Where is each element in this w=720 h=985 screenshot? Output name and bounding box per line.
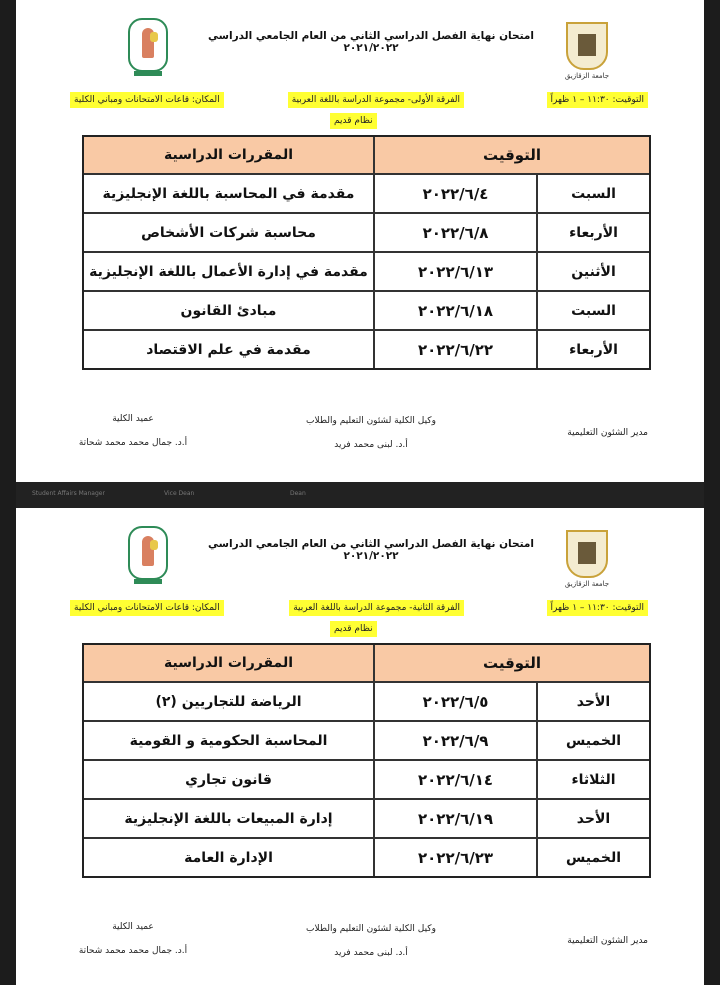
date-cell: ٢٠٢٢/٦/١٣	[373, 253, 538, 290]
university-logo	[566, 530, 608, 578]
faculty-logo	[128, 526, 168, 584]
course-cell: الرياضة للتجاريين (٢)	[155, 693, 302, 710]
header-time: التوقيت	[373, 645, 649, 681]
date-cell: ٢٠٢٢/٦/١٤	[373, 761, 538, 798]
table-row: الأربعاء ٢٠٢٢/٦/٢٢ مقدمة في علم الاقتصاد	[84, 329, 649, 368]
date-cell: ٢٠٢٢/٦/١٨	[373, 292, 538, 329]
vice-dean-name: أ.د. لبنى محمد فريد	[334, 440, 408, 450]
vice-dean-title: وكيل الكلية لشئون التعليم والطلاب	[306, 924, 436, 934]
day-cell: الأثنين	[571, 263, 616, 280]
manager-signature-title: مدير الشئون التعليمية	[567, 936, 648, 946]
table-row: الأحد ٢٠٢٢/٦/١٩ إدارة المبيعات باللغة الإن…	[84, 798, 649, 837]
course-cell: محاسبة شركات الأشخاص	[141, 224, 316, 241]
header-courses: المقررات الدراسية	[164, 147, 294, 163]
date-cell: ٢٠٢٢/٦/٨	[373, 214, 538, 251]
course-cell: الإدارة العامة	[184, 849, 273, 866]
table-row: الأثنين ٢٠٢٢/٦/١٣ مقدمة في إدارة الأعمال ب…	[84, 251, 649, 290]
system-label: نظام قديم	[330, 621, 377, 637]
date-cell: ٢٠٢٢/٦/٤	[373, 175, 538, 212]
table-row: الأحد ٢٠٢٢/٦/٥ الرياضة للتجاريين (٢)	[84, 681, 649, 720]
group-label: الفرقة الثانية- مجموعة الدراسة باللغة ال…	[289, 600, 464, 616]
dean-title: عميد الكلية	[112, 414, 154, 424]
header-time: التوقيت	[373, 137, 649, 173]
system-label: نظام قديم	[330, 113, 377, 129]
separator-label: Vice Dean	[164, 490, 195, 497]
date-cell: ٢٠٢٢/٦/١٩	[373, 800, 538, 837]
place-label: المكان: قاعات الامتحانات ومباني الكلية	[70, 92, 224, 108]
page-title: امتحان نهاية الفصل الدراسي الثاني من الع…	[208, 538, 534, 562]
day-cell: الخميس	[565, 732, 622, 749]
day-cell: الخميس	[565, 849, 622, 866]
day-cell: الثلاثاء	[571, 771, 616, 788]
university-logo-caption: جامعة الزقازيق	[564, 72, 610, 80]
vice-dean-title: وكيل الكلية لشئون التعليم والطلاب	[306, 416, 436, 426]
table-row: الخميس ٢٠٢٢/٦/٩ المحاسبة الحكومية و القومي…	[84, 720, 649, 759]
day-cell: الأربعاء	[569, 341, 618, 358]
logo-detail	[150, 32, 158, 42]
exam-schedule-page: امتحان نهاية الفصل الدراسي الثاني من الع…	[16, 508, 704, 985]
vice-dean-name: أ.د. لبنى محمد فريد	[334, 948, 408, 958]
separator-label: Dean	[290, 490, 306, 497]
table-row: السبت ٢٠٢٢/٦/٤ مقدمة في المحاسبة باللغة ال…	[84, 173, 649, 212]
dean-name: أ.د. جمال محمد محمد شحاتة	[78, 438, 188, 448]
course-cell: قانون تجاري	[185, 771, 272, 788]
date-cell: ٢٠٢٢/٦/٥	[373, 683, 538, 720]
course-cell: مقدمة في إدارة الأعمال باللغة الإنجليزية	[89, 263, 368, 280]
day-cell: السبت	[571, 185, 616, 202]
page-separator: Student Affairs Manager Vice Dean Dean	[16, 482, 704, 508]
university-logo	[566, 22, 608, 70]
table-row: السبت ٢٠٢٢/٦/١٨ مبادئ القانون	[84, 290, 649, 329]
course-cell: إدارة المبيعات باللغة الإنجليزية	[124, 810, 333, 827]
logo-building	[578, 34, 596, 56]
logo-building	[578, 542, 596, 564]
day-cell: السبت	[571, 302, 616, 319]
faculty-logo	[128, 18, 168, 76]
dean-name: أ.د. جمال محمد محمد شحاتة	[78, 946, 188, 956]
day-cell: الأربعاء	[569, 224, 618, 241]
logo-base	[134, 579, 162, 584]
table-header: التوقيت المقررات الدراسية	[84, 137, 649, 173]
day-cell: الأحد	[576, 693, 611, 710]
table-row: الثلاثاء ٢٠٢٢/٦/١٤ قانون تجاري	[84, 759, 649, 798]
logo-base	[134, 71, 162, 76]
schedule-table: التوقيت المقررات الدراسية الأحد ٢٠٢٢/٦/٥ الر…	[82, 643, 651, 878]
separator-label: Student Affairs Manager	[32, 490, 105, 497]
table-row: الأربعاء ٢٠٢٢/٦/٨ محاسبة شركات الأشخاص	[84, 212, 649, 251]
date-cell: ٢٠٢٢/٦/٢٣	[373, 839, 538, 876]
place-label: المكان: قاعات الامتحانات ومباني الكلية	[70, 600, 224, 616]
date-cell: ٢٠٢٢/٦/٢٢	[373, 331, 538, 368]
exam-schedule-page: امتحان نهاية الفصل الدراسي الثاني من الع…	[16, 0, 704, 482]
course-cell: مقدمة في المحاسبة باللغة الإنجليزية	[102, 185, 355, 202]
dean-title: عميد الكلية	[112, 922, 154, 932]
course-cell: مبادئ القانون	[180, 302, 277, 319]
schedule-table: التوقيت المقررات الدراسية السبت ٢٠٢٢/٦/٤ مقد…	[82, 135, 651, 370]
table-header: التوقيت المقررات الدراسية	[84, 645, 649, 681]
manager-signature-title: مدير الشئون التعليمية	[567, 428, 648, 438]
course-cell: المحاسبة الحكومية و القومية	[129, 732, 328, 749]
page-title: امتحان نهاية الفصل الدراسي الثاني من الع…	[208, 30, 534, 54]
course-cell: مقدمة في علم الاقتصاد	[146, 341, 311, 358]
group-label: الفرقة الأولى- مجموعة الدراسة باللغة الع…	[287, 92, 464, 108]
university-logo-caption: جامعة الزقازيق	[564, 580, 610, 588]
date-cell: ٢٠٢٢/٦/٩	[373, 722, 538, 759]
exam-time-label: التوقيت: ١١:٣٠ – ١ ظهراً	[546, 600, 648, 616]
day-cell: الأحد	[576, 810, 611, 827]
table-row: الخميس ٢٠٢٢/٦/٢٣ الإدارة العامة	[84, 837, 649, 876]
logo-detail	[150, 540, 158, 550]
exam-time-label: التوقيت: ١١:٣٠ – ١ ظهراً	[546, 92, 648, 108]
header-courses: المقررات الدراسية	[164, 655, 294, 671]
